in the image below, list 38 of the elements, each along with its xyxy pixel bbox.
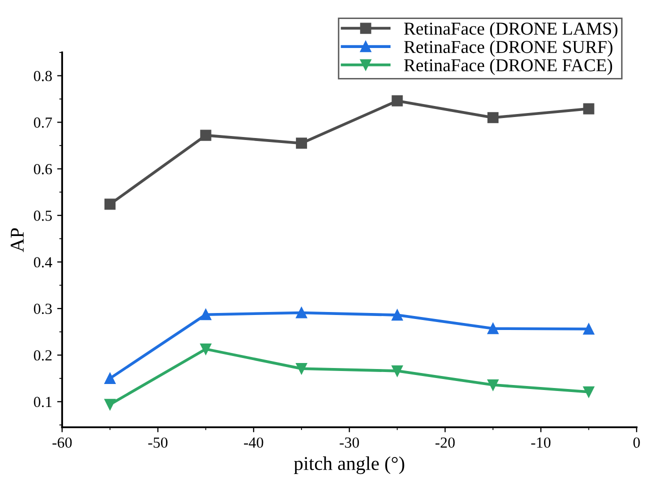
x-tick-label: -60 <box>52 437 72 448</box>
y-tick-label: 0.8 <box>34 70 52 82</box>
x-tick-label: -20 <box>435 437 455 448</box>
point <box>583 323 594 335</box>
point <box>392 95 403 106</box>
y-tick-label: 0.3 <box>34 304 52 314</box>
x-tick-label: -10 <box>531 437 550 448</box>
legend-label: RetinaFace (DRONE LAMS) <box>404 22 618 38</box>
x-axis-title: pitch angle (°) <box>294 456 404 474</box>
y-tick-label: 0.4 <box>34 257 52 268</box>
point <box>104 398 116 410</box>
point <box>200 130 212 141</box>
y-tick-label: 0.6 <box>34 164 52 174</box>
point <box>583 386 594 398</box>
y-tick-label: 0.5 <box>34 210 52 221</box>
x-tick-label: 0 <box>633 437 640 448</box>
point <box>487 112 499 124</box>
point <box>487 323 499 334</box>
point <box>392 310 403 321</box>
point <box>104 198 116 210</box>
x-tick-label: -50 <box>148 437 168 448</box>
y-tick-label: 0.2 <box>34 350 52 361</box>
y-tick-label: 0.1 <box>34 396 52 408</box>
point <box>296 138 308 149</box>
legend-label: RetinaFace (DRONE SURF) <box>404 40 612 57</box>
point <box>104 372 116 384</box>
point <box>487 379 499 390</box>
point <box>296 363 308 374</box>
y-tick-label: 0.7 <box>34 117 52 128</box>
x-tick-label: -40 <box>244 437 264 448</box>
legend-label: RetinaFace (DRONE FACE) <box>404 58 612 76</box>
y-axis-title: AP <box>10 228 24 252</box>
point <box>200 309 212 320</box>
point <box>583 103 594 114</box>
x-tick-label: -30 <box>340 437 359 448</box>
point <box>392 365 403 376</box>
point <box>296 307 308 318</box>
point <box>200 343 212 355</box>
